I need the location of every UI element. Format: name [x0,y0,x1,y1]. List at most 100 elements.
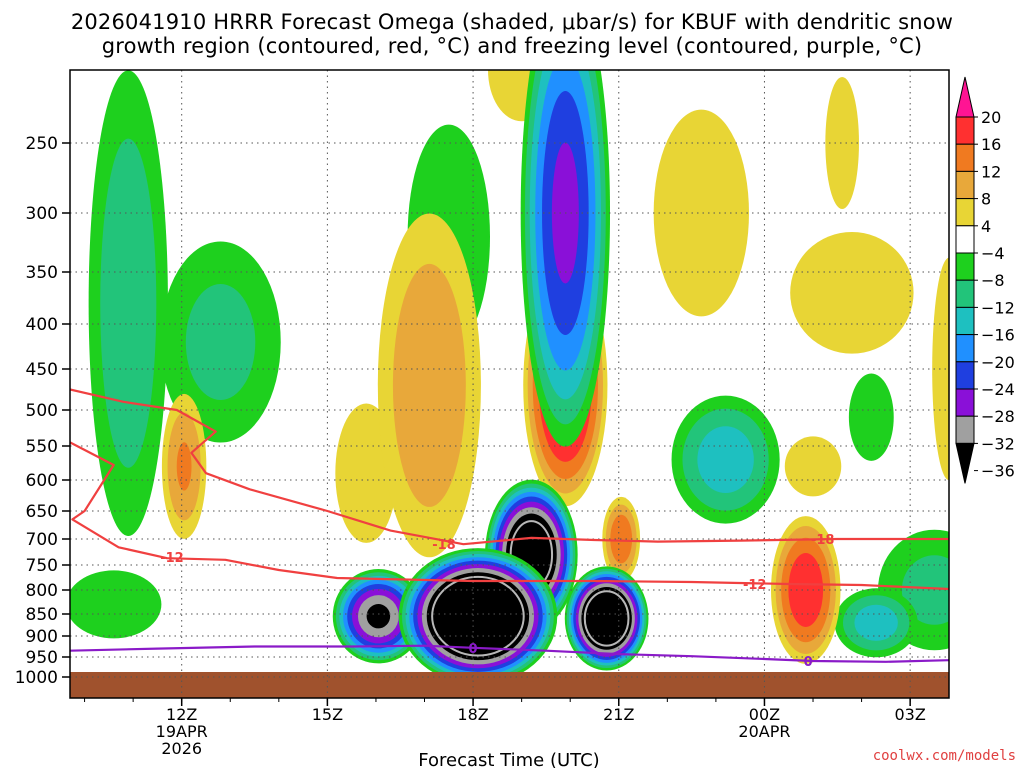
colorbar-label-12: −32 [981,434,1015,453]
contour-dgz_-12 [70,441,949,591]
field-sink_aloft_02Z [825,76,859,210]
y-tick-label-8: 650 [26,502,58,522]
contour-label-dgz_-18-0: -18 [432,538,456,553]
band-ascent_low_16Z-7 [366,604,391,629]
colorbar-label-2: 12 [981,162,1001,181]
y-tick-label-11: 800 [26,581,58,601]
field-ascent_aloft_13Z [160,241,281,443]
band-ascent_low_10Z-0 [70,570,162,639]
field-sink_800_01Z [770,516,841,664]
field-sink_500_17Z [377,213,481,558]
temperature-contours: -18 -18 -12 -12 0 0 [70,388,949,670]
colorbar-band-10 [955,361,975,390]
colorbar-label-10: −24 [981,380,1015,399]
y-tick-label-5: 500 [26,401,58,421]
x-tick-sublabel-4-0: 20APR [738,722,790,741]
band-sink_500_17Z-1 [392,263,466,507]
y-tick-label-4: 450 [26,360,58,380]
contour-label-dgz_-18-1: -18 [811,533,835,548]
x-tick-label-2: 18Z [457,705,488,724]
field-ascent_mid_26Z [848,373,894,461]
colorbar-label-8: −16 [981,326,1015,345]
field-sink_580_12Z [161,393,207,539]
chart-title-line-2: growth region (contoured, red, °C) and f… [101,34,923,58]
band-ascent_core_21Z-outline [583,590,630,647]
x-tick-sublabel-0-1: 2026 [161,739,202,758]
field-ascent_aloft_11Z [88,70,168,536]
y-tick-label-13: 900 [26,627,58,647]
band-ascent_mid_23Z-2 [697,426,754,494]
y-tick-label-9: 700 [26,530,58,550]
omega-shading [70,70,949,685]
x-tick-label-3: 21Z [603,705,634,724]
chart-title-line-1: 2026041910 HRRR Forecast Omega (shaded, … [70,10,954,34]
pressure-axis: 2503003504004505005506006507007508008509… [15,134,70,688]
colorbar-label-6: −8 [981,271,1005,290]
y-tick-label-12: 850 [26,605,58,625]
field-ascent_mid_23Z [671,395,780,524]
field-ascent_core_18Z [398,548,558,685]
colorbar-band-11 [955,388,975,417]
band-sink_580_12Z-2 [176,442,192,491]
colorbar-cap-bottom [955,442,975,484]
y-tick-label-7: 600 [26,471,58,491]
field-ascent_core_21Z [564,566,649,671]
colorbar-band-2 [955,143,975,172]
ground-surface [70,672,949,698]
colorbar-band-9 [955,334,975,363]
band-sink_aloft_26Z-0 [790,231,914,354]
contour-label-freezing_0-1: 0 [804,655,813,670]
field-sink_mid_25Z [784,436,842,497]
field-sink_aloft_26Z [790,231,914,354]
x-tick-label-5: 03Z [894,705,925,724]
band-ascent_core_18Z-outline [431,575,525,657]
band-sink_aloft_28Z-0 [932,257,949,481]
band-ascent_low_27Z-1 [901,555,949,625]
colorbar-label-1: 16 [981,135,1001,154]
colorbar-band-3 [955,170,975,200]
colorbar-band-7 [955,279,975,308]
colorbar-label-11: −28 [981,407,1015,426]
x-tick-label-4: 00Z [749,705,780,724]
colorbar-label-13: −36 [981,462,1015,481]
colorbar-label-4: 4 [981,217,991,236]
contour-dgz_-18 [70,388,949,546]
y-tick-label-1: 300 [26,204,58,224]
plot-frame [69,69,950,699]
band-ascent_low_26Z-2 [854,604,898,641]
y-tick-label-0: 250 [26,134,58,154]
band-ascent_aloft_11Z-1 [100,138,157,468]
field-ascent_aloft_20Z [520,70,611,447]
colorbar-label-9: −20 [981,353,1015,372]
x-axis-label: Forecast Time (UTC) [418,750,599,768]
y-tick-label-14: 950 [26,648,58,668]
y-tick-label-3: 400 [26,315,58,335]
band-ascent_aloft_13Z-1 [185,283,256,401]
field-sink_aloft_23Z [653,109,749,317]
field-ascent_low_10Z [70,570,162,639]
x-tick-label-0: 12Z [166,705,197,724]
x-tick-sublabel-0-0: 19APR [156,722,208,741]
colorbar: 20 16 12 8 4 −4 −8 −12 −16 −20 −24 −28 −32 −36 [955,76,1015,484]
band-sink_aloft_02Z-0 [825,76,859,210]
colorbar-cap-top [955,76,975,118]
field-ascent_low_26Z [834,588,918,658]
colorbar-label-5: −4 [981,244,1005,263]
colorbar-band-8 [955,306,975,336]
band-sink_800_01Z-3 [788,553,824,627]
colorbar-band-12 [955,415,975,444]
colorbar-band-5 [955,225,975,254]
colorbar-label-3: 8 [981,190,991,209]
contour-freezing_0 [70,644,949,663]
y-tick-label-2: 350 [26,263,58,283]
y-tick-label-6: 550 [26,437,58,457]
colorbar-band-4 [955,198,975,227]
credit-label: coolwx.com/models [873,748,1016,764]
field-sink_aloft_28Z [932,257,949,481]
field-ascent_low_16Z [332,569,424,664]
x-tick-label-1: 15Z [312,705,343,724]
y-tick-label-10: 750 [26,556,58,576]
band-ascent_core_21Z-8 [584,591,629,646]
